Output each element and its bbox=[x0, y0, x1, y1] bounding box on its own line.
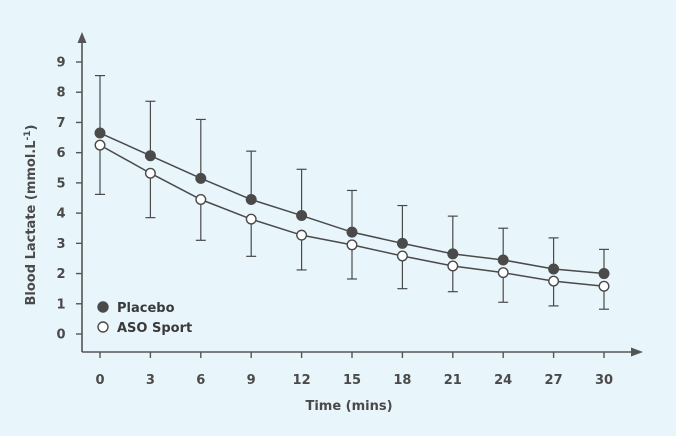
series-layer bbox=[94, 74, 610, 310]
x-axis-title: Time (mins) bbox=[305, 399, 392, 414]
x-tick-label: 15 bbox=[343, 373, 361, 388]
y-tick-label: 5 bbox=[56, 176, 65, 191]
x-tick-label: 3 bbox=[146, 373, 155, 388]
axes bbox=[77, 32, 643, 357]
legend-label-placebo: Placebo bbox=[117, 301, 175, 316]
data-point-aso-sport bbox=[195, 194, 207, 206]
legend-label-aso-sport: ASO Sport bbox=[117, 321, 192, 336]
y-tick-label: 9 bbox=[56, 56, 65, 71]
y-tick-label: 7 bbox=[56, 116, 65, 131]
data-point-placebo bbox=[144, 150, 156, 162]
x-tick-label: 24 bbox=[494, 373, 512, 388]
x-tick-label: 0 bbox=[95, 373, 104, 388]
x-tick-label: 12 bbox=[293, 373, 311, 388]
y-axis-title-main: Blood Lactate (mmol.L bbox=[24, 140, 39, 305]
y-tick-label: 1 bbox=[56, 297, 65, 312]
data-point-aso-sport bbox=[296, 229, 308, 241]
legend-marker-placebo bbox=[97, 301, 109, 313]
data-point-placebo bbox=[94, 127, 106, 139]
data-point-placebo bbox=[346, 226, 358, 238]
x-tick-label: 30 bbox=[595, 373, 613, 388]
data-point-placebo bbox=[195, 172, 207, 184]
x-tick-label: 6 bbox=[196, 373, 205, 388]
y-tick-label: 2 bbox=[56, 267, 65, 282]
data-point-placebo bbox=[447, 248, 459, 260]
data-point-placebo bbox=[548, 263, 560, 275]
x-tick-label: 21 bbox=[444, 373, 462, 388]
data-point-placebo bbox=[296, 210, 308, 222]
x-tick-label: 18 bbox=[393, 373, 411, 388]
data-point-aso-sport bbox=[548, 275, 560, 287]
data-point-aso-sport bbox=[497, 267, 509, 279]
y-tick-label: 3 bbox=[56, 237, 65, 252]
data-point-aso-sport bbox=[447, 260, 459, 272]
data-point-aso-sport bbox=[94, 139, 106, 151]
data-point-aso-sport bbox=[144, 167, 156, 179]
y-axis-title: Blood Lactate (mmol.L-1) bbox=[23, 125, 39, 306]
legend-marker-aso-sport bbox=[97, 321, 109, 333]
series-aso-sport bbox=[94, 139, 610, 310]
data-point-aso-sport bbox=[598, 280, 610, 292]
data-point-aso-sport bbox=[396, 250, 408, 262]
x-axis-arrow bbox=[631, 347, 643, 357]
y-tick-label: 0 bbox=[56, 328, 65, 343]
data-point-placebo bbox=[396, 237, 408, 249]
y-tick-label: 4 bbox=[56, 207, 65, 222]
data-point-placebo bbox=[497, 254, 509, 266]
x-tick-label: 27 bbox=[545, 373, 563, 388]
series-placebo bbox=[94, 74, 610, 280]
y-tick-label: 8 bbox=[56, 86, 65, 101]
y-tick-label: 6 bbox=[56, 146, 65, 161]
x-tick-label: 9 bbox=[247, 373, 256, 388]
data-point-placebo bbox=[598, 268, 610, 280]
legend: Placebo ASO Sport bbox=[97, 301, 192, 336]
data-point-aso-sport bbox=[346, 239, 358, 251]
y-axis-title-close: ) bbox=[24, 125, 39, 131]
data-point-aso-sport bbox=[245, 213, 257, 225]
data-point-placebo bbox=[245, 194, 257, 206]
y-axis-title-superscript: -1 bbox=[23, 130, 33, 140]
y-axis-arrow bbox=[77, 32, 87, 43]
